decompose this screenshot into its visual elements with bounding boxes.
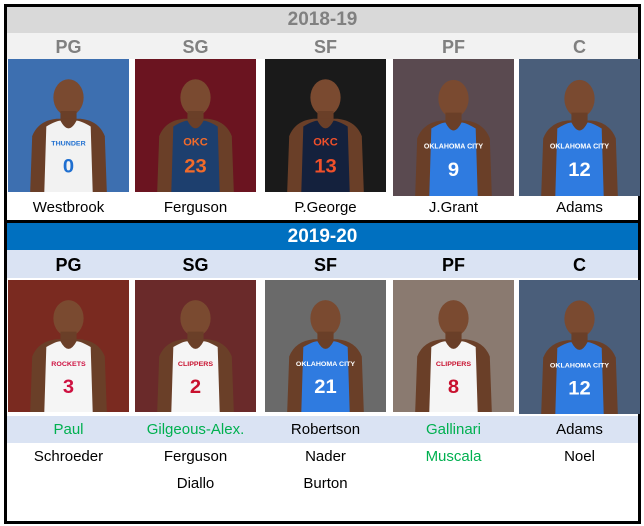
position-label-sf: SF	[313, 255, 337, 275]
starter-name: Adams	[556, 421, 603, 438]
bench-name: Ferguson	[163, 448, 228, 465]
position-label-pf: PF	[441, 255, 465, 275]
season-2019-20-header: 2019-20	[7, 223, 638, 250]
player-name: Adams	[556, 199, 603, 216]
svg-text:THUNDER: THUNDER	[51, 141, 85, 148]
svg-text:3: 3	[63, 376, 74, 397]
svg-text:2: 2	[190, 376, 201, 397]
lineup-comparison: 2018-19 2019-20 PG SG SF PF C THUNDER 0 West…	[4, 4, 641, 524]
player-photo: OKLAHOMA CITY 21	[265, 280, 386, 412]
position-label-pf: PF	[441, 37, 465, 57]
bench-name: Nader	[305, 448, 346, 465]
player-name: Ferguson	[163, 199, 228, 216]
position-label-sf: SF	[313, 37, 337, 57]
svg-text:12: 12	[568, 378, 590, 400]
positions-row-2019-20	[7, 250, 638, 278]
bench-name: Diallo	[176, 475, 215, 492]
bench-name	[519, 470, 640, 497]
svg-text:CLIPPERS: CLIPPERS	[178, 361, 214, 368]
player-name: P.George	[294, 199, 357, 216]
svg-text:OKLAHOMA CITY: OKLAHOMA CITY	[550, 362, 610, 369]
svg-text:21: 21	[314, 376, 336, 397]
svg-text:OKLAHOMA CITY: OKLAHOMA CITY	[550, 143, 610, 150]
position-label-sg: SG	[182, 255, 209, 275]
svg-text:CLIPPERS: CLIPPERS	[436, 361, 472, 368]
season-2018-19-header: 2018-19	[7, 7, 638, 33]
player-photo: OKLAHOMA CITY 9	[393, 59, 514, 196]
player-photo: ROCKETS 3	[8, 280, 129, 412]
position-label-sg: SG	[182, 37, 209, 57]
position-label-c: C	[573, 37, 586, 57]
player-photo: CLIPPERS 8	[393, 280, 514, 412]
starters-row-2019-20	[7, 416, 638, 443]
svg-text:OKC: OKC	[313, 137, 338, 149]
svg-text:OKLAHOMA CITY: OKLAHOMA CITY	[296, 361, 356, 368]
svg-text:9: 9	[448, 159, 459, 181]
starter-name: Paul	[53, 421, 84, 438]
svg-text:23: 23	[184, 156, 206, 177]
starter-name: Gilgeous-Alex.	[146, 421, 245, 438]
svg-text:13: 13	[314, 156, 336, 177]
svg-text:12: 12	[568, 159, 590, 181]
svg-text:OKLAHOMA CITY: OKLAHOMA CITY	[424, 143, 484, 150]
bench-name	[8, 470, 129, 497]
player-photo: CLIPPERS 2	[135, 280, 256, 412]
player-name: Westbrook	[32, 199, 105, 216]
bench-name: Burton	[303, 475, 348, 492]
position-label-c: C	[573, 255, 586, 275]
svg-text:ROCKETS: ROCKETS	[51, 361, 86, 368]
player-photo: OKLAHOMA CITY 12	[519, 59, 640, 196]
divider	[7, 220, 638, 223]
player-photo: OKLAHOMA CITY 12	[519, 280, 640, 414]
player-name: J.Grant	[428, 199, 479, 216]
player-photo: OKC 13	[265, 59, 386, 192]
position-label-pg: PG	[55, 37, 82, 57]
player-photo: THUNDER 0	[8, 59, 129, 192]
bench-name: Noel	[564, 448, 595, 465]
names-row-2018-19	[7, 196, 638, 220]
bench-name	[393, 470, 514, 497]
player-photo: OKC 23	[135, 59, 256, 192]
position-label-pg: PG	[55, 255, 82, 275]
svg-text:0: 0	[63, 156, 74, 177]
starter-name: Robertson	[290, 421, 361, 438]
positions-row-2018-19	[7, 33, 638, 59]
starter-name: Gallinari	[425, 421, 482, 438]
svg-text:OKC: OKC	[183, 137, 208, 149]
bench-name: Muscala	[425, 448, 482, 465]
svg-text:8: 8	[448, 376, 459, 397]
bench-name: Schroeder	[33, 448, 104, 465]
